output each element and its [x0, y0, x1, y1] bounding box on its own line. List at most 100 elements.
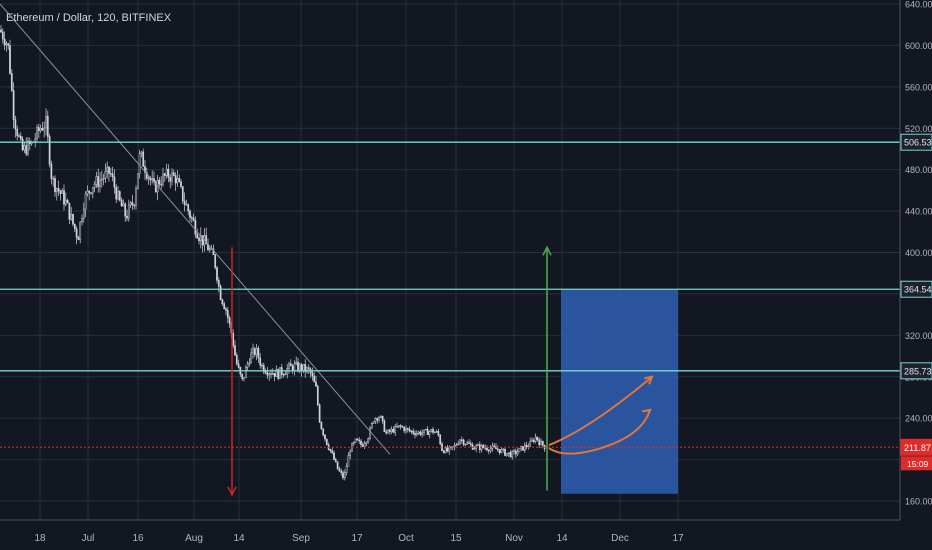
candle-body: [356, 438, 359, 441]
candle-body: [81, 218, 83, 223]
candle-body: [241, 373, 244, 379]
candle-body: [363, 443, 366, 447]
time-tick-label: 14: [233, 533, 245, 544]
candle-body: [415, 433, 418, 436]
candle-body: [482, 444, 485, 448]
candle-body: [68, 202, 71, 220]
candle-body: [374, 418, 377, 422]
candle-body: [302, 364, 305, 372]
candle-body: [70, 213, 73, 220]
candle-body: [180, 181, 182, 187]
candle-body: [311, 372, 314, 377]
candle-body: [282, 374, 285, 376]
candle-body: [437, 431, 440, 436]
projection-curve: [548, 409, 651, 455]
candle-body: [9, 45, 11, 74]
drawing-layer: [0, 3, 900, 497]
candle-body: [297, 361, 299, 372]
candle-body: [318, 404, 321, 423]
candle-body: [163, 173, 166, 176]
candle-body: [127, 204, 130, 219]
candle-body: [450, 446, 452, 448]
price-tick-label: 440.00: [905, 207, 932, 217]
candle-body: [250, 352, 253, 364]
candle-body: [145, 172, 148, 179]
candle-body: [235, 354, 238, 365]
candle-body: [289, 363, 292, 367]
candle-body: [82, 208, 85, 219]
candle-body: [196, 233, 199, 239]
candle-body: [505, 453, 508, 456]
price-level-tag: [900, 438, 932, 456]
candle-body: [142, 151, 145, 167]
candle-body: [486, 447, 488, 451]
time-axis[interactable]: 18 Jul 16 Aug 14 Sep 17 Oct 15 Nov 14 Dec 17: [0, 519, 900, 544]
candle-body: [334, 459, 337, 462]
price-level-label: 364.54: [904, 285, 932, 295]
candle-body: [100, 178, 103, 181]
candle-body: [172, 172, 175, 176]
price-axis[interactable]: 160.00200.00240.00280.00320.00360.00400.…: [899, 0, 932, 550]
candle-body: [129, 202, 132, 206]
time-tick-label: 14: [556, 533, 568, 544]
projection-curve-head: [643, 375, 654, 385]
candle-body: [462, 439, 465, 445]
candle-body: [343, 472, 346, 478]
candle-body: [201, 235, 204, 246]
candle-body: [408, 429, 411, 432]
candle-body: [448, 447, 451, 452]
candle-body: [72, 213, 74, 225]
candle-body: [529, 440, 532, 447]
candle-body: [25, 145, 28, 155]
candle-body: [225, 308, 227, 311]
candle-body: [223, 303, 226, 310]
trendline: [0, 3, 391, 455]
time-tick-label: Sep: [292, 533, 310, 544]
candle-body: [288, 363, 290, 369]
candle-body: [455, 444, 458, 446]
price-tick-label: 520.00: [905, 124, 932, 134]
candle-body: [41, 128, 44, 131]
candle-body: [176, 178, 179, 184]
candle-body: [122, 203, 125, 207]
candle-body: [540, 440, 542, 446]
candle-body: [349, 451, 352, 456]
candle-body: [435, 431, 438, 433]
candle-body: [261, 364, 263, 367]
candle-body: [385, 431, 388, 434]
candle-body: [234, 345, 236, 356]
candle-body: [424, 428, 427, 431]
candle-body: [342, 472, 344, 478]
candle-body: [109, 173, 112, 175]
candle-body: [135, 188, 137, 206]
candle-body: [147, 177, 150, 180]
candle-body: [322, 428, 325, 436]
candle-body: [190, 217, 193, 219]
candle-body: [358, 439, 361, 442]
time-tick-label: 16: [132, 533, 144, 544]
candle-body: [414, 432, 416, 436]
candle-body: [514, 450, 517, 455]
candle-body: [347, 455, 350, 467]
time-tick-label: 15: [450, 533, 462, 544]
candle-body: [111, 173, 114, 178]
candle-body: [219, 286, 222, 300]
candle-body: [21, 138, 24, 151]
candle-body: [5, 43, 8, 46]
candle-body: [518, 447, 521, 453]
time-tick-label: Aug: [185, 533, 203, 544]
candle-body: [214, 254, 217, 268]
candle-body: [228, 317, 231, 324]
candle-body: [439, 434, 442, 445]
candle-body: [336, 461, 339, 470]
candle-body: [307, 367, 310, 370]
candle-body: [106, 166, 109, 172]
candle-body: [390, 428, 393, 432]
candle-body: [77, 237, 80, 241]
candle-body: [446, 447, 449, 452]
candle-body: [144, 166, 146, 173]
candle-body: [412, 430, 415, 434]
candle-body: [252, 348, 254, 354]
candle-body: [541, 440, 544, 446]
